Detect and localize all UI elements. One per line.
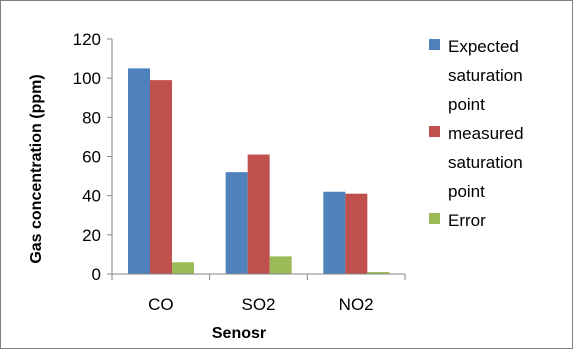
legend-label: point [448, 95, 485, 114]
y-tick-label: 100 [73, 69, 101, 88]
legend-swatch [429, 213, 440, 224]
x-axis-ticks: CO SO2 NO2 [111, 274, 406, 314]
legend-label: point [448, 182, 485, 201]
bar-so2-series-2 [269, 256, 292, 274]
y-axis-title: Gas concentration (ppm) [28, 74, 45, 263]
y-tick-label: 60 [82, 148, 101, 167]
y-tick-label: 120 [73, 30, 101, 49]
legend-label: Error [448, 211, 486, 230]
legend-label: measured [448, 124, 524, 143]
bar-co-series-2 [172, 262, 194, 274]
x-category-label: NO2 [339, 295, 374, 314]
bar-no2-series-2 [367, 272, 390, 274]
bar-no2-series-0 [323, 191, 346, 274]
legend-label: Expected [448, 37, 519, 56]
bar-so2-series-0 [225, 172, 248, 274]
legend-label: saturation [448, 153, 523, 172]
bar-chart: 0 20 40 60 80 100 120 CO SO2 NO2 Gas concentrati… [28, 30, 524, 342]
legend-swatch [429, 126, 440, 137]
y-tick-label: 20 [82, 226, 101, 245]
legend-swatch [429, 39, 440, 50]
legend: Expected saturation point measured saturatio… [429, 37, 524, 230]
bar-co-series-1 [150, 80, 172, 274]
bar-co-series-0 [128, 68, 150, 274]
bars [128, 68, 390, 274]
y-tick-label: 80 [82, 108, 101, 127]
bar-no2-series-1 [345, 193, 368, 274]
y-axis-ticks: 0 20 40 60 80 100 120 [73, 30, 112, 284]
legend-label: saturation [448, 66, 523, 85]
y-tick-label: 40 [82, 187, 101, 206]
x-category-label: CO [148, 295, 174, 314]
x-category-label: SO2 [241, 295, 275, 314]
bar-so2-series-1 [247, 154, 270, 274]
x-axis-title: Senosr [212, 325, 266, 342]
y-tick-label: 0 [92, 265, 101, 284]
